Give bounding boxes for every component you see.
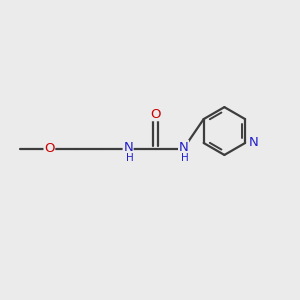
Text: H: H: [181, 153, 189, 163]
Text: H: H: [126, 153, 134, 163]
Text: N: N: [123, 141, 133, 154]
Text: O: O: [151, 108, 161, 121]
Text: N: N: [249, 136, 259, 149]
Text: N: N: [179, 141, 188, 154]
Text: O: O: [44, 142, 55, 155]
